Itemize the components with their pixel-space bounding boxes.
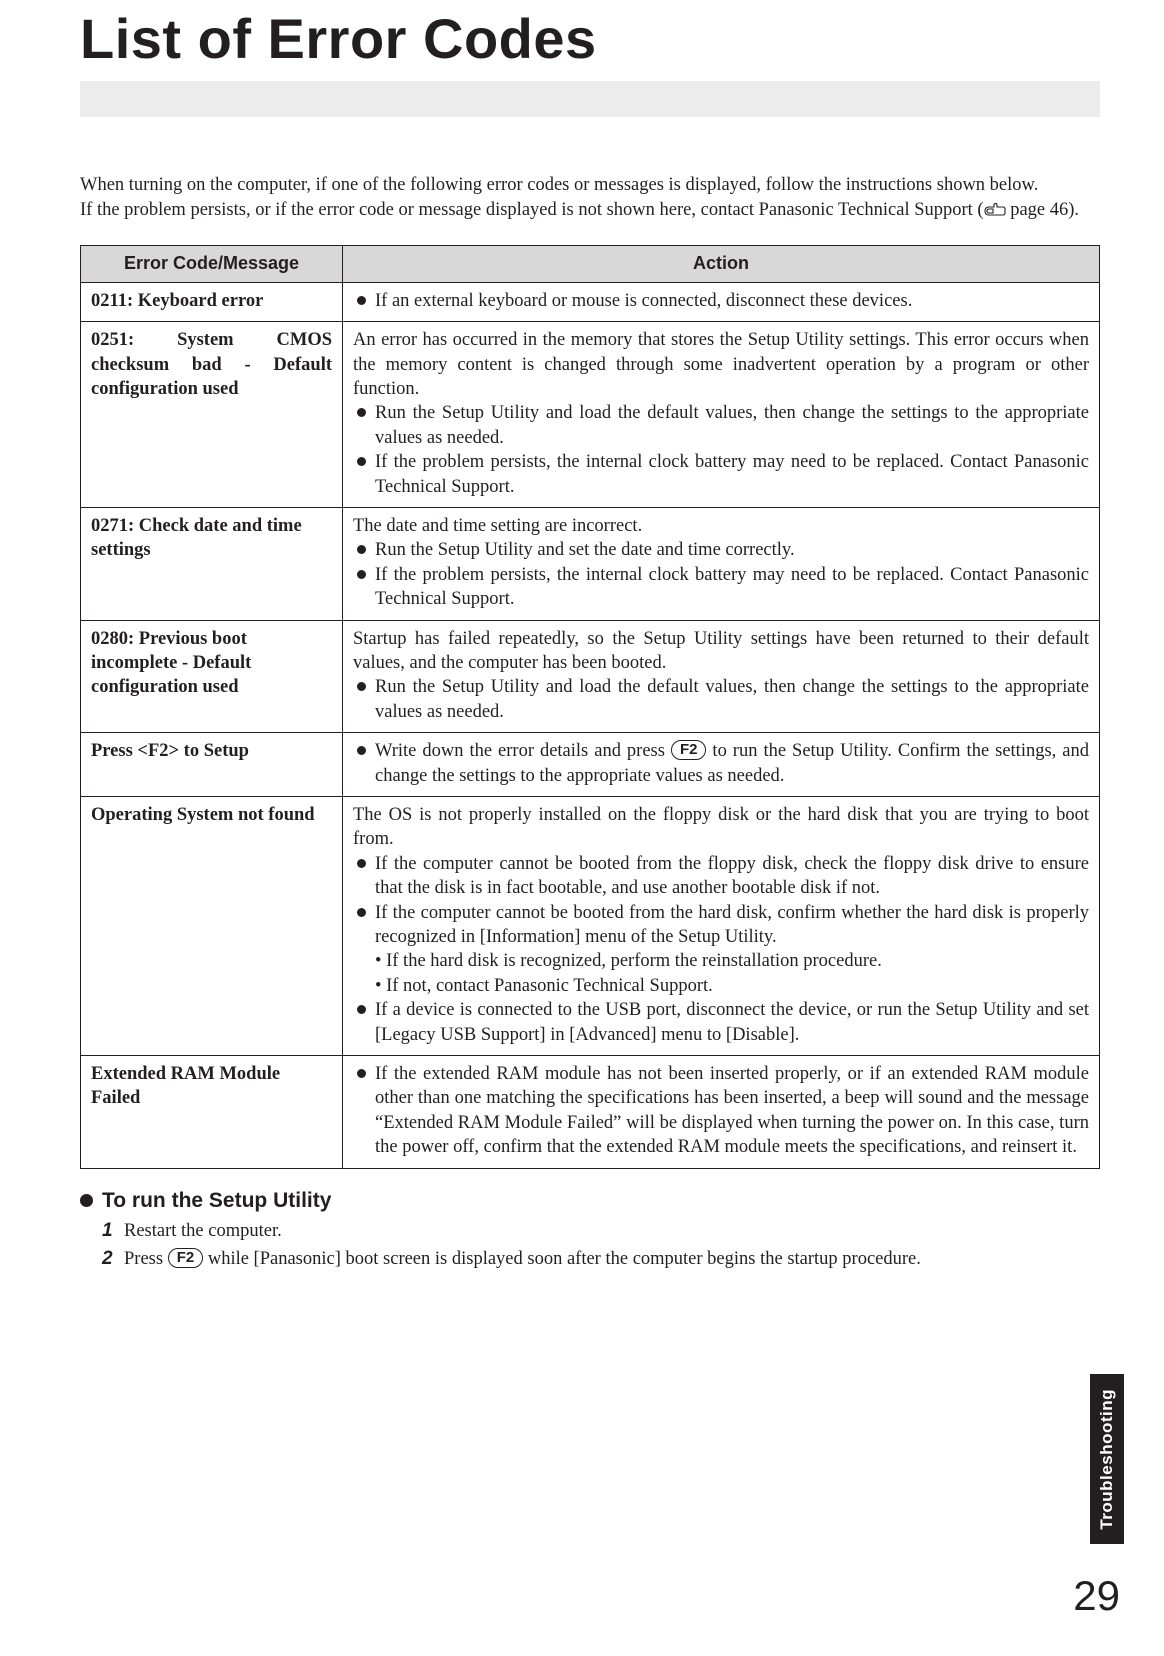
action-lead: The date and time setting are incorrect.	[353, 514, 1089, 538]
intro-line-2a: If the problem persists, or if the error…	[80, 200, 984, 220]
action-bullets: If an external keyboard or mouse is conn…	[353, 289, 1089, 313]
cell-code: Operating System not found	[81, 797, 343, 1056]
table-row: 0280: Previous boot incomplete - Default…	[81, 620, 1100, 733]
step-text: Restart the computer.	[124, 1218, 282, 1245]
cell-action: The date and time setting are incorrect.…	[343, 507, 1100, 620]
action-bullets: If the extended RAM module has not been …	[353, 1062, 1089, 1160]
intro-line-2: If the problem persists, or if the error…	[80, 198, 1100, 223]
section-tab-label: Troubleshooting	[1097, 1389, 1117, 1530]
setup-steps: 1 Restart the computer. 2 Press F2 while…	[80, 1217, 1100, 1273]
action-lead: An error has occurred in the memory that…	[353, 328, 1089, 401]
action-bullets: If a device is connected to the USB port…	[353, 998, 1089, 1047]
cell-action: Startup has failed repeatedly, so the Se…	[343, 620, 1100, 733]
sub-bullet: • If the hard disk is recognized, perfor…	[353, 949, 1089, 973]
bullet-item: If an external keyboard or mouse is conn…	[353, 289, 1089, 313]
error-codes-table: Error Code/Message Action 0211: Keyboard…	[80, 245, 1100, 1169]
sub-bullet: • If not, contact Panasonic Technical Su…	[353, 974, 1089, 998]
table-row: Operating System not found The OS is not…	[81, 797, 1100, 1056]
table-row: Extended RAM Module Failed If the extend…	[81, 1056, 1100, 1169]
cell-action: If an external keyboard or mouse is conn…	[343, 282, 1100, 321]
cell-action: Write down the error details and press F…	[343, 733, 1100, 797]
setup-utility-section: To run the Setup Utility 1 Restart the c…	[80, 1189, 1100, 1273]
bullet-item: If the problem persists, the internal cl…	[353, 563, 1089, 612]
bullet-item: If the extended RAM module has not been …	[353, 1062, 1089, 1160]
cell-code: 0280: Previous boot incomplete - Default…	[81, 620, 343, 733]
bullet-item: If the computer cannot be booted from th…	[353, 852, 1089, 901]
step-2: 2 Press F2 while [Panasonic] boot screen…	[102, 1245, 1100, 1273]
intro-line-1: When turning on the computer, if one of …	[80, 173, 1100, 198]
setup-heading: To run the Setup Utility	[80, 1189, 1100, 1213]
keycap-f2: F2	[671, 740, 707, 760]
bullet-item: Run the Setup Utility and load the defau…	[353, 401, 1089, 450]
bullet-pre: Write down the error details and press	[375, 741, 671, 761]
cell-code: 0211: Keyboard error	[81, 282, 343, 321]
th-code: Error Code/Message	[81, 245, 343, 282]
pointer-icon	[984, 200, 1006, 214]
cell-action: The OS is not properly installed on the …	[343, 797, 1100, 1056]
cell-code: 0271: Check date and time settings	[81, 507, 343, 620]
table-row: Press <F2> to Setup Write down the error…	[81, 733, 1100, 797]
bullet-item: Write down the error details and press F…	[353, 739, 1089, 788]
table-header-row: Error Code/Message Action	[81, 245, 1100, 282]
title-underband	[80, 81, 1100, 117]
cell-code: 0251: System CMOS checksum bad - Default…	[81, 322, 343, 508]
bullet-item: Run the Setup Utility and set the date a…	[353, 538, 1089, 562]
action-bullets: Write down the error details and press F…	[353, 739, 1089, 788]
title-block: List of Error Codes	[80, 0, 1100, 117]
bullet-item: If the problem persists, the internal cl…	[353, 450, 1089, 499]
table-row: 0271: Check date and time settings The d…	[81, 507, 1100, 620]
intro-text: When turning on the computer, if one of …	[80, 117, 1100, 223]
bullet-item: If the computer cannot be booted from th…	[353, 901, 1089, 950]
action-bullets: Run the Setup Utility and set the date a…	[353, 538, 1089, 611]
step-number: 2	[102, 1245, 118, 1273]
step-text: Press F2 while [Panasonic] boot screen i…	[124, 1246, 921, 1273]
cell-action: If the extended RAM module has not been …	[343, 1056, 1100, 1169]
keycap-f2: F2	[168, 1248, 204, 1268]
action-lead: The OS is not properly installed on the …	[353, 803, 1089, 852]
table-row: 0211: Keyboard error If an external keyb…	[81, 282, 1100, 321]
action-bullets: If the computer cannot be booted from th…	[353, 852, 1089, 950]
intro-line-2b: page 46).	[1006, 200, 1079, 220]
section-tab: Troubleshooting	[1090, 1374, 1124, 1544]
page-title: List of Error Codes	[80, 6, 1100, 71]
page-number: 29	[1073, 1572, 1120, 1620]
cell-code: Extended RAM Module Failed	[81, 1056, 343, 1169]
action-bullets: Run the Setup Utility and load the defau…	[353, 675, 1089, 724]
manual-page: List of Error Codes When turning on the …	[0, 0, 1164, 1656]
step-1: 1 Restart the computer.	[102, 1217, 1100, 1245]
action-bullets: Run the Setup Utility and load the defau…	[353, 401, 1089, 499]
step2-post: while [Panasonic] boot screen is display…	[203, 1249, 921, 1269]
cell-action: An error has occurred in the memory that…	[343, 322, 1100, 508]
th-action: Action	[343, 245, 1100, 282]
cell-code: Press <F2> to Setup	[81, 733, 343, 797]
action-lead: Startup has failed repeatedly, so the Se…	[353, 627, 1089, 676]
table-row: 0251: System CMOS checksum bad - Default…	[81, 322, 1100, 508]
step-number: 1	[102, 1217, 118, 1245]
bullet-item: If a device is connected to the USB port…	[353, 998, 1089, 1047]
step2-pre: Press	[124, 1249, 168, 1269]
bullet-item: Run the Setup Utility and load the defau…	[353, 675, 1089, 724]
